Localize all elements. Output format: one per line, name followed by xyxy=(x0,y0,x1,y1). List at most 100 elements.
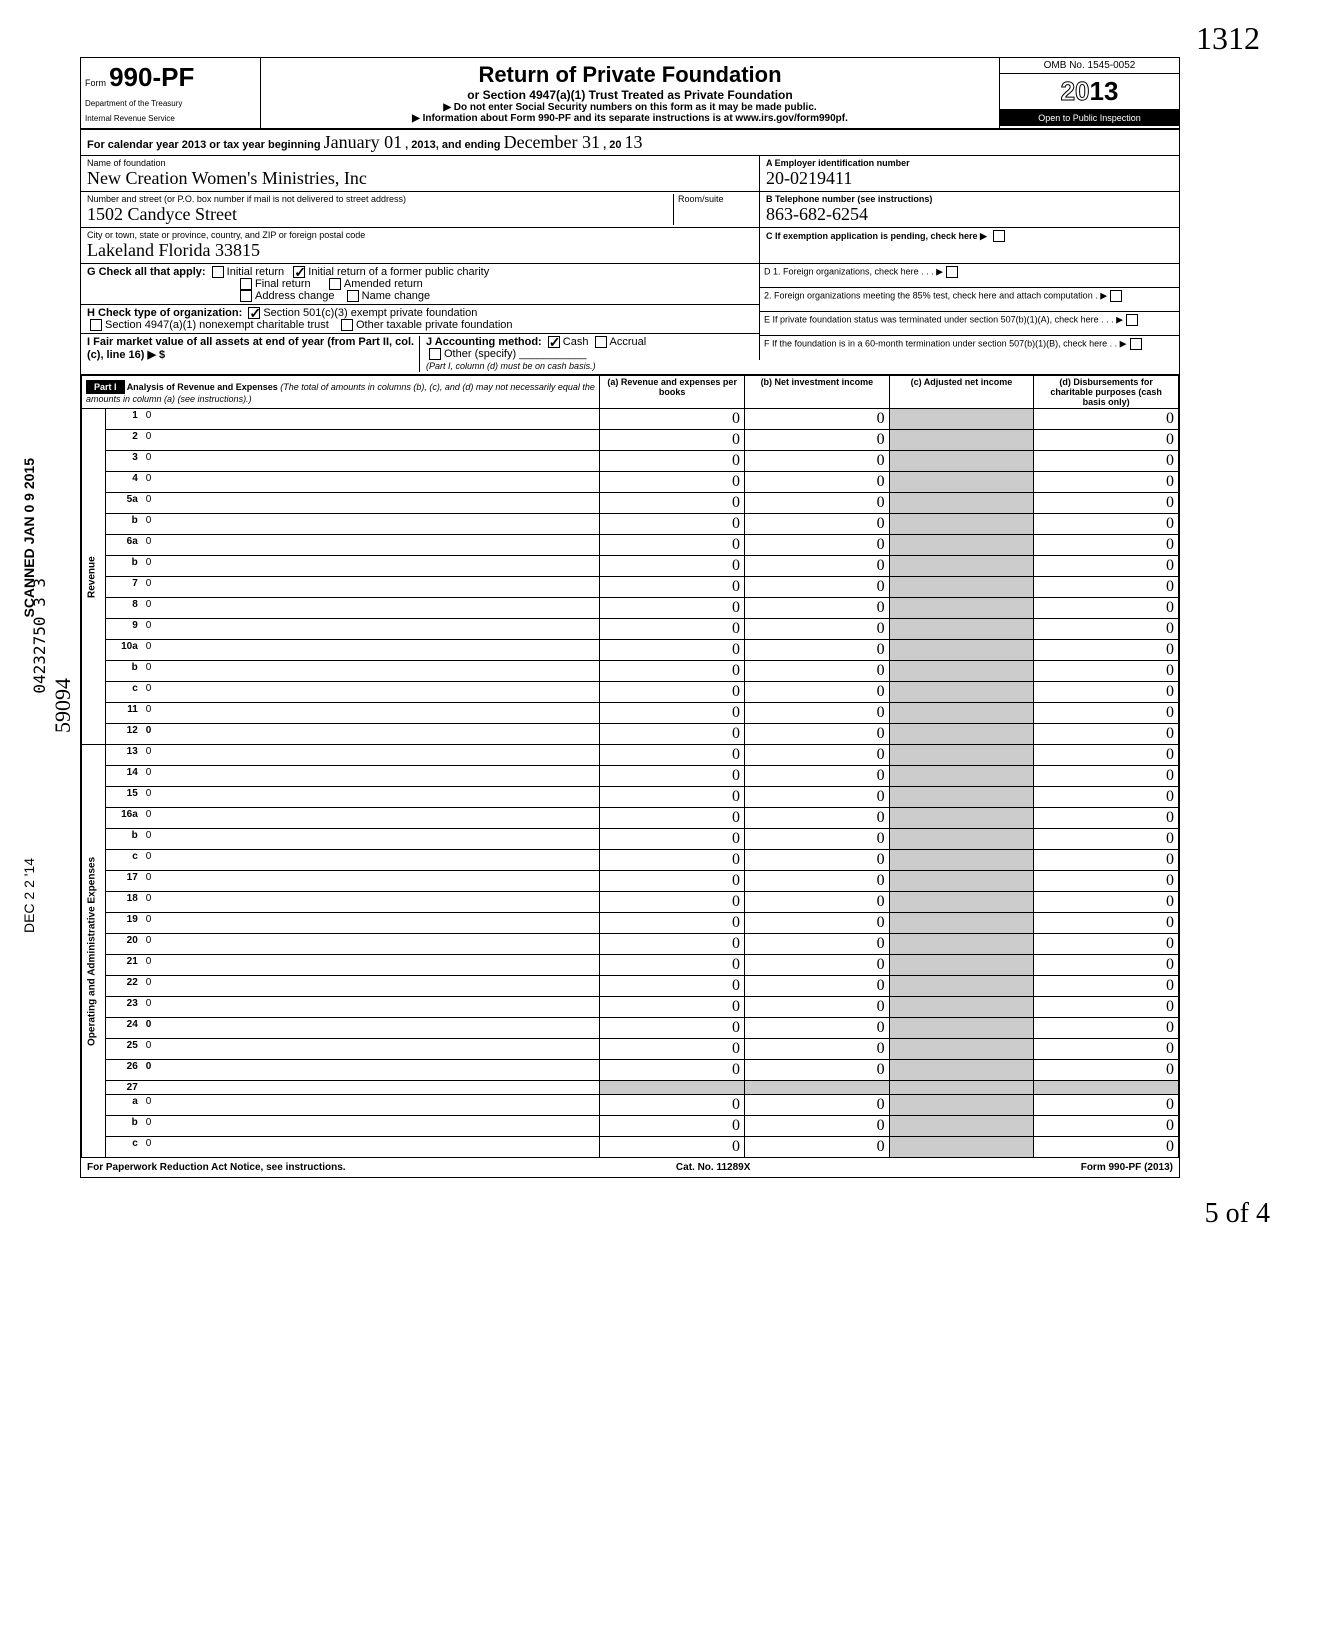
line-number: b xyxy=(106,1116,142,1137)
checkbox-d2[interactable] xyxy=(1110,290,1122,302)
city-state-zip: Lakeland Florida 33815 xyxy=(87,240,753,261)
line-description: 0 xyxy=(142,598,600,619)
value-cell: 0 xyxy=(1034,661,1179,682)
value-cell: 0 xyxy=(745,997,890,1018)
value-cell xyxy=(889,493,1034,514)
line-description: 0 xyxy=(142,556,600,577)
phone-label: B Telephone number (see instructions) xyxy=(766,194,1173,204)
value-cell: 0 xyxy=(1034,535,1179,556)
box-d2: 2. Foreign organizations meeting the 85%… xyxy=(760,288,1179,312)
line-description: 0 xyxy=(142,997,600,1018)
checkbox-name-change[interactable] xyxy=(347,290,359,302)
value-cell: 0 xyxy=(600,724,745,745)
checkbox-accrual[interactable] xyxy=(595,336,607,348)
value-cell xyxy=(889,955,1034,976)
value-cell: 0 xyxy=(1034,787,1179,808)
table-row: 80000 xyxy=(82,598,1179,619)
table-row: b0000 xyxy=(82,829,1179,850)
dept-treasury: Department of the Treasury xyxy=(85,99,256,108)
line-number: 27 xyxy=(106,1081,142,1095)
line-number: 22 xyxy=(106,976,142,997)
value-cell xyxy=(1034,1081,1179,1095)
value-cell: 0 xyxy=(600,577,745,598)
form-subtitle: or Section 4947(a)(1) Trust Treated as P… xyxy=(265,88,995,102)
value-cell: 0 xyxy=(600,850,745,871)
value-cell: 0 xyxy=(1034,913,1179,934)
line-number: 25 xyxy=(106,1039,142,1060)
value-cell: 0 xyxy=(745,1039,890,1060)
line-description: 0 xyxy=(142,850,600,871)
table-row: 220000 xyxy=(82,976,1179,997)
checkbox-initial-former[interactable] xyxy=(293,266,305,278)
value-cell: 0 xyxy=(600,409,745,430)
value-cell: 0 xyxy=(745,703,890,724)
table-row: 30000 xyxy=(82,451,1179,472)
checkbox-4947[interactable] xyxy=(90,319,102,331)
table-row: 70000 xyxy=(82,577,1179,598)
line-number: 20 xyxy=(106,934,142,955)
name-label: Name of foundation xyxy=(87,158,753,168)
line-description: 0 xyxy=(142,493,600,514)
value-cell: 0 xyxy=(745,976,890,997)
checkbox-other-taxable[interactable] xyxy=(341,319,353,331)
street-address: 1502 Candyce Street xyxy=(87,204,673,225)
checkbox-initial[interactable] xyxy=(212,266,224,278)
line-number: c xyxy=(106,1137,142,1158)
value-cell xyxy=(889,535,1034,556)
value-cell: 0 xyxy=(745,829,890,850)
value-cell: 0 xyxy=(600,514,745,535)
table-row: 150000 xyxy=(82,787,1179,808)
bottom-handwritten: 5 of 4 xyxy=(20,1198,1300,1230)
value-cell: 0 xyxy=(745,619,890,640)
checkbox-cash[interactable] xyxy=(548,336,560,348)
checkbox-501c3[interactable] xyxy=(248,307,260,319)
value-cell: 0 xyxy=(1034,766,1179,787)
irs-label: Internal Revenue Service xyxy=(85,114,256,123)
line-number: 18 xyxy=(106,892,142,913)
value-cell xyxy=(889,556,1034,577)
table-row: 190000 xyxy=(82,913,1179,934)
checkbox-address[interactable] xyxy=(240,290,252,302)
table-row: 230000 xyxy=(82,997,1179,1018)
checkbox-e[interactable] xyxy=(1126,314,1138,326)
checkbox-final[interactable] xyxy=(240,278,252,290)
dln-margin: 04232750 3 3 xyxy=(30,578,49,694)
value-cell xyxy=(889,1116,1034,1137)
value-cell: 0 xyxy=(600,997,745,1018)
line-description: 0 xyxy=(142,640,600,661)
value-cell: 0 xyxy=(745,934,890,955)
value-cell: 0 xyxy=(1034,430,1179,451)
checkbox-d1[interactable] xyxy=(946,266,958,278)
checkbox-amended[interactable] xyxy=(329,278,341,290)
checkbox-f[interactable] xyxy=(1130,338,1142,350)
value-cell: 0 xyxy=(745,493,890,514)
value-cell: 0 xyxy=(745,871,890,892)
value-cell: 0 xyxy=(745,745,890,766)
value-cell xyxy=(889,766,1034,787)
value-cell: 0 xyxy=(745,556,890,577)
line-description: 0 xyxy=(142,1018,600,1039)
value-cell: 0 xyxy=(1034,556,1179,577)
value-cell xyxy=(889,997,1034,1018)
value-cell: 0 xyxy=(1034,724,1179,745)
table-row: 40000 xyxy=(82,472,1179,493)
value-cell: 0 xyxy=(1034,1039,1179,1060)
line-description: 0 xyxy=(142,1060,600,1081)
table-row: 260000 xyxy=(82,1060,1179,1081)
value-cell: 0 xyxy=(600,745,745,766)
checkbox-c[interactable] xyxy=(993,230,1005,242)
value-cell: 0 xyxy=(745,577,890,598)
value-cell: 0 xyxy=(600,535,745,556)
table-row: c0000 xyxy=(82,1137,1179,1158)
table-row: 250000 xyxy=(82,1039,1179,1060)
street-label: Number and street (or P.O. box number if… xyxy=(87,194,673,204)
value-cell: 0 xyxy=(600,619,745,640)
line-number: c xyxy=(106,682,142,703)
end-date: December 31 xyxy=(504,132,600,152)
table-row: 170000 xyxy=(82,871,1179,892)
table-row: 6a0000 xyxy=(82,535,1179,556)
checkbox-other-method[interactable] xyxy=(429,348,441,360)
line-description: 0 xyxy=(142,976,600,997)
value-cell: 0 xyxy=(600,934,745,955)
value-cell: 0 xyxy=(1034,997,1179,1018)
